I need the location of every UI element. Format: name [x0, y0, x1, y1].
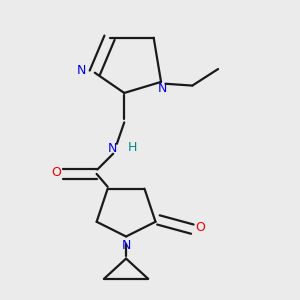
Text: N: N [122, 239, 131, 252]
Text: N: N [77, 64, 87, 77]
Text: H: H [128, 141, 137, 154]
Text: N: N [158, 82, 168, 95]
Text: N: N [107, 142, 117, 155]
Text: O: O [196, 221, 206, 234]
Text: O: O [51, 166, 61, 178]
